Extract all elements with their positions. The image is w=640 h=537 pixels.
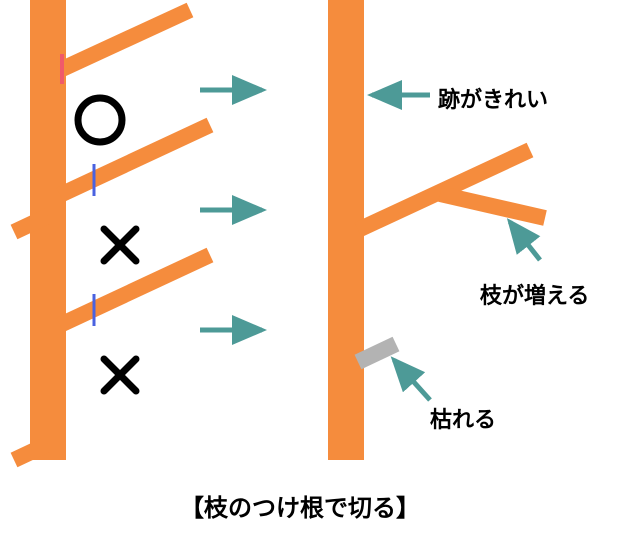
caption: 【枝のつけ根で切る】	[180, 488, 420, 523]
label-clean: 跡がきれい	[438, 82, 548, 114]
label-die: 枯れる	[430, 402, 496, 434]
diagram-canvas	[0, 0, 640, 537]
label-more: 枝が増える	[480, 278, 589, 310]
